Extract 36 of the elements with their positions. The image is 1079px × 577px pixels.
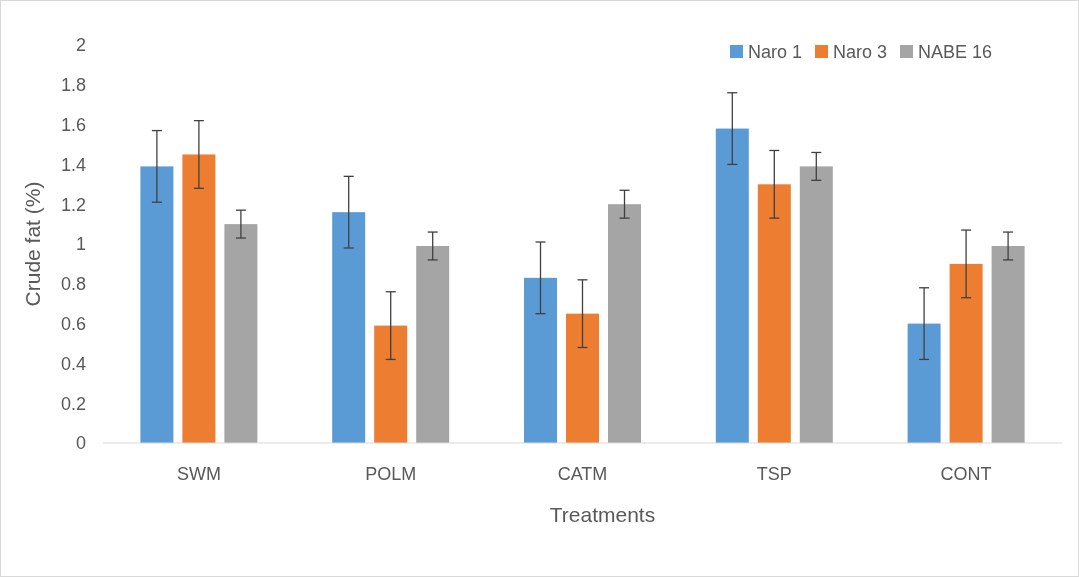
bar (608, 204, 641, 443)
y-tick-label: 1.2 (60, 194, 86, 215)
bar (332, 212, 366, 443)
y-tick-label: 1.8 (60, 75, 86, 96)
bar (224, 224, 258, 443)
bar (799, 166, 833, 443)
bar (907, 323, 941, 443)
y-tick-label: 0.8 (60, 274, 86, 295)
y-tick-label: 0 (75, 433, 86, 454)
bar (140, 166, 174, 443)
y-tick-label: 1.6 (60, 114, 86, 135)
bar (991, 245, 1025, 443)
y-tick-label: 0.4 (60, 353, 86, 374)
bar (757, 184, 791, 443)
y-axis-title: Crude fat (%) (21, 181, 44, 307)
x-tick-label: CONT (940, 464, 992, 484)
legend-label: Naro 3 (833, 42, 888, 63)
bar (416, 245, 450, 443)
y-tick-label: 0.2 (60, 393, 86, 414)
x-tick-label: SWM (176, 464, 221, 484)
y-tick-label: 1.4 (60, 154, 86, 175)
bar (374, 325, 408, 443)
x-tick-label: TSP (756, 464, 792, 484)
legend-label: Naro 1 (748, 42, 803, 63)
y-tick-label: 0.6 (60, 313, 86, 334)
x-tick-label: POLM (365, 464, 417, 484)
legend-label: NABE 16 (918, 42, 993, 63)
x-tick-label: CATM (557, 464, 608, 484)
x-axis-title: Treatments (549, 503, 656, 526)
bar (949, 263, 983, 443)
bar (566, 313, 599, 443)
bar (715, 128, 749, 443)
bar (524, 277, 557, 443)
bar (182, 154, 216, 443)
y-tick-label: 1 (75, 234, 86, 255)
y-tick-label: 2 (75, 35, 86, 56)
